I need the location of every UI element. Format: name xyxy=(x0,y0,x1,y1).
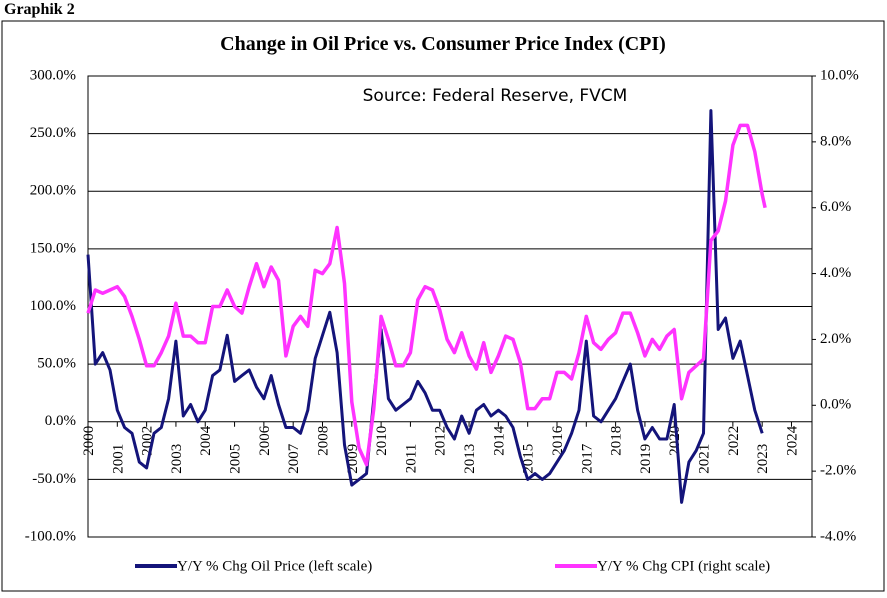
x-tick-label: 2010 xyxy=(374,426,390,456)
x-tick-label: 2019 xyxy=(638,444,654,474)
frame xyxy=(1,20,885,592)
series-line xyxy=(86,123,767,467)
y2-tick-label: -2.0% xyxy=(820,463,856,479)
x-tick-label: 2001 xyxy=(110,444,126,474)
y-tick-label: -100.0% xyxy=(25,528,76,544)
header: Graphik 2 xyxy=(4,1,75,18)
y2-tick-label: 10.0% xyxy=(820,67,859,83)
y2-tick-label: 2.0% xyxy=(820,331,851,347)
y-tick-label: -50.0% xyxy=(32,471,76,487)
x-tick-label: 2011 xyxy=(403,444,419,473)
legend-label: Y/Y % Chg Oil Price (left scale) xyxy=(177,558,372,574)
x-tick-label: 2007 xyxy=(286,443,302,474)
x-tick-label: 2022 xyxy=(726,426,742,456)
y2-tick-label: -4.0% xyxy=(820,528,856,544)
x-tick-label: 2000 xyxy=(81,426,97,456)
y-tick-label: 250.0% xyxy=(30,125,76,141)
series-line xyxy=(86,109,764,504)
x-tick-label: 2017 xyxy=(579,443,595,474)
x-tick-label: 2016 xyxy=(550,425,566,456)
y-tick-label: 200.0% xyxy=(30,183,76,199)
y2-tick-label: 6.0% xyxy=(820,199,851,215)
x-tick-label: 2004 xyxy=(198,425,214,456)
x-tick-label: 2003 xyxy=(169,444,185,474)
y-tick-label: 0.0% xyxy=(45,413,76,429)
x-tick-label: 2023 xyxy=(755,444,771,474)
chart-title: Change in Oil Price vs. Consumer Price I… xyxy=(220,33,666,55)
y2-tick-label: 4.0% xyxy=(820,265,851,281)
x-tick-label: 2021 xyxy=(697,444,713,474)
y-tick-label: 300.0% xyxy=(30,67,76,83)
x-tick-label: 2024 xyxy=(784,425,800,456)
x-tick-label: 2013 xyxy=(462,444,478,474)
y2-tick-label: 8.0% xyxy=(820,133,851,149)
source-note: Source: Federal Reserve, FVCM xyxy=(363,86,628,106)
x-tick-label: 2005 xyxy=(228,444,244,474)
x-tick-label: 2012 xyxy=(433,426,449,456)
legend-label: Y/Y % Chg CPI (right scale) xyxy=(597,558,770,574)
x-tick-label: 2014 xyxy=(491,425,507,456)
x-tick-label: 2006 xyxy=(257,425,273,456)
y-tick-label: 50.0% xyxy=(37,356,76,372)
x-tick-label: 2018 xyxy=(609,426,625,456)
y-tick-label: 100.0% xyxy=(30,298,76,314)
y2-tick-label: 0.0% xyxy=(820,397,851,413)
y-tick-label: 150.0% xyxy=(30,240,76,256)
x-tick-label: 2008 xyxy=(315,426,331,456)
x-tick-label: 2020 xyxy=(667,426,683,456)
